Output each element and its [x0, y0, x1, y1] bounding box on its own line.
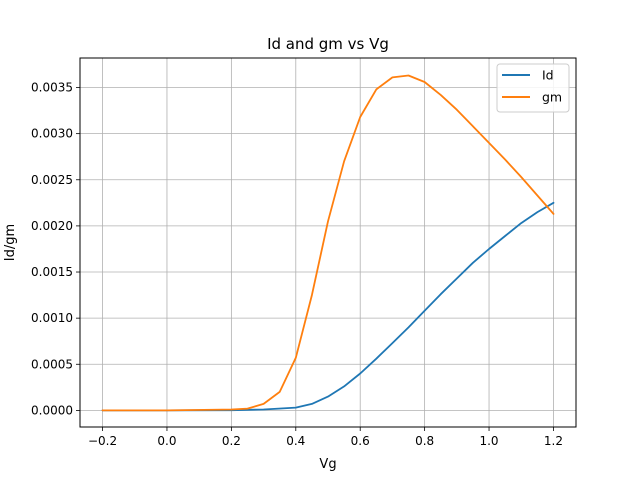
y-tick-label: 0.0020: [31, 219, 73, 233]
x-tick-label: 0.8: [415, 434, 434, 448]
x-tick-label: 0.2: [222, 434, 241, 448]
y-tick-label: 0.0010: [31, 311, 73, 325]
y-tick-label: 0.0005: [31, 357, 73, 371]
plot-frame: [79, 57, 577, 428]
series-line-id: [101, 201, 555, 412]
legend-label-id: Id: [542, 68, 554, 83]
axis-ticks: −0.2 0.0 0.2 0.4 0.6 0.8 1.0 1.2 0.0000 0.0005 0.0…: [31, 81, 563, 448]
y-tick-label: 0.0000: [31, 403, 73, 417]
x-tick-label: −0.2: [88, 434, 117, 448]
x-tick-label: 0.6: [351, 434, 370, 448]
x-axis-label: Vg: [319, 457, 336, 472]
x-tick-label: 1.2: [544, 434, 563, 448]
series-line-gm: [101, 74, 555, 412]
x-tick-label: 1.0: [479, 434, 498, 448]
legend-label-gm: gm: [542, 90, 562, 105]
chart-title: Id and gm vs Vg: [267, 35, 389, 53]
y-tick-label: 0.0035: [31, 81, 73, 95]
x-tick-label: 0.0: [157, 434, 176, 448]
y-tick-label: 0.0015: [31, 265, 73, 279]
legend: Id gm: [496, 63, 570, 113]
y-tick-label: 0.0030: [31, 127, 73, 141]
y-axis-label: Id/gm: [3, 224, 18, 261]
y-tick-label: 0.0025: [31, 173, 73, 187]
legend-box: [496, 63, 570, 113]
x-tick-label: 0.4: [286, 434, 305, 448]
series-lines: [101, 74, 555, 412]
